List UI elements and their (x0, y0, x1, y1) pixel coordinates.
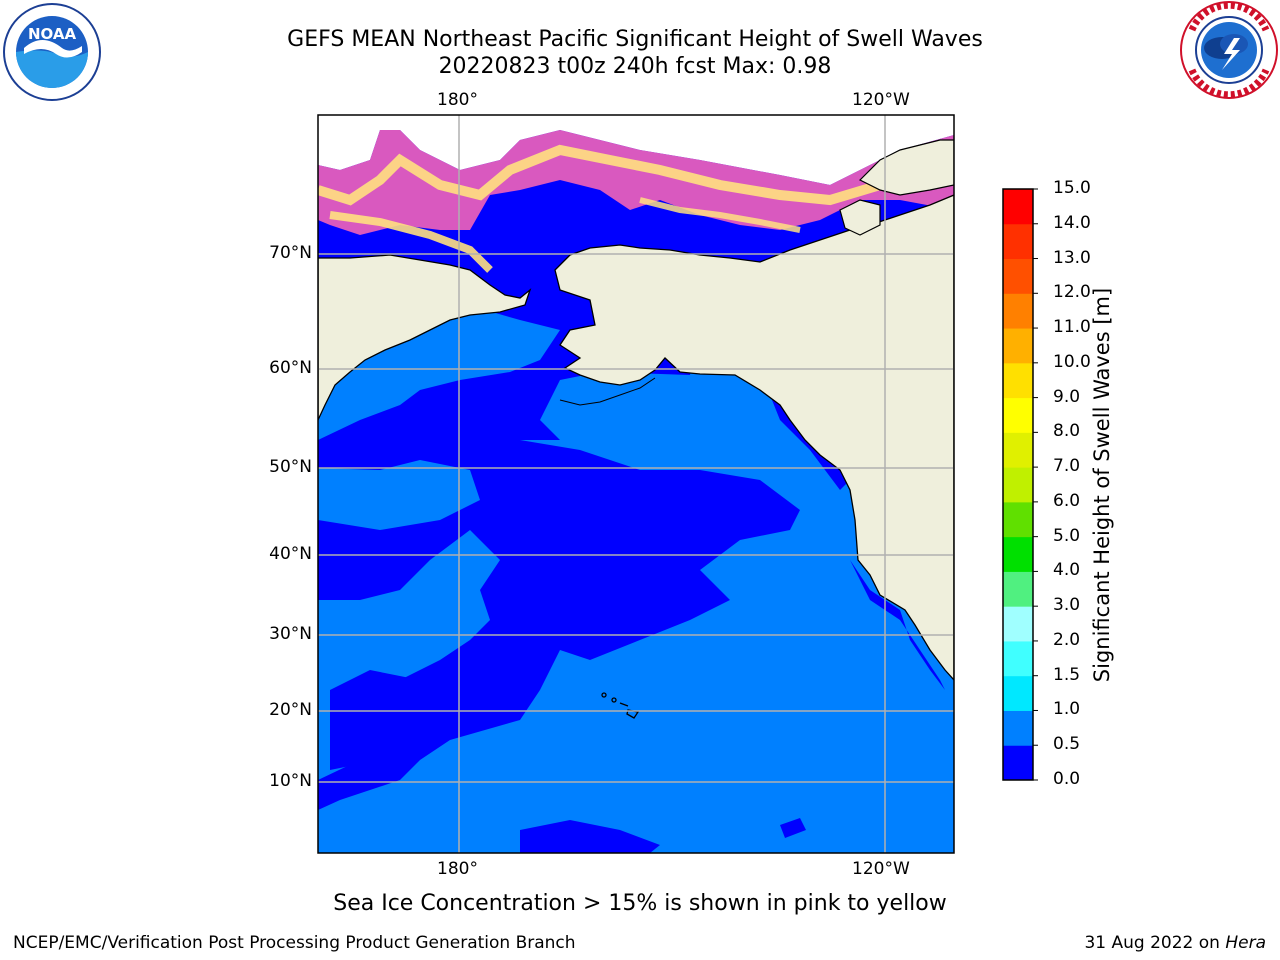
aleutian-islands (559, 377, 656, 406)
colorbar-tick-label: 0.0 (1053, 769, 1081, 789)
colorbar-segment (1003, 362, 1033, 399)
land-north-america (554, 194, 954, 681)
land-arctic-island (839, 199, 881, 236)
low-swell-patch (330, 670, 430, 770)
colorbar (1002, 188, 1038, 781)
lat-label-50n: 50°N (269, 457, 312, 477)
colorbar-segment (1003, 397, 1033, 433)
colorbar-tick-label: 2.0 (1053, 629, 1081, 650)
lat-label-10n: 10°N (269, 771, 312, 791)
colorbar-frame (1002, 188, 1034, 781)
nws-logo-icon (1180, 1, 1278, 99)
land-arctic-island (858, 139, 954, 196)
colorbar-tick-label: 12.0 (1053, 282, 1091, 303)
low-swell-patch (520, 820, 660, 853)
colorbar-segment (1003, 745, 1033, 781)
colorbar-segment (1003, 536, 1033, 572)
sea-ice-edge (329, 211, 493, 273)
colorbar-tick-label: 10.0 (1053, 351, 1091, 372)
colorbar-tick-label: 9.0 (1053, 386, 1081, 407)
chart-title: GEFS MEAN Northeast Pacific Significant … (287, 27, 983, 52)
colorbar-tick-label: 1.0 (1053, 699, 1081, 720)
colorbar-segment (1003, 571, 1033, 607)
noaa-logo-icon: NOAA (3, 3, 101, 101)
noaa-logo-text: NOAA (28, 25, 77, 43)
sea-ice-region (318, 115, 954, 185)
colorbar-segment (1003, 328, 1033, 364)
sea-ice-edge (318, 144, 954, 206)
colorbar-tick-label: 15.0 (1053, 178, 1091, 198)
colorbar-tick-label: 11.0 (1053, 317, 1091, 338)
colorbar-label: Significant Height of Swell Waves [m] (1090, 287, 1114, 683)
lat-label-70n: 70°N (269, 243, 312, 263)
sea-ice-band (318, 130, 954, 235)
colorbar-tick-label: 1.5 (1053, 664, 1081, 685)
colorbar-tick-label: 3.0 (1053, 595, 1081, 616)
colorbar-segment (1003, 675, 1033, 711)
colorbar-segment (1003, 606, 1033, 642)
footer-date: 31 Aug 2022 on Hera (1084, 933, 1266, 953)
colorbar-segment (1003, 467, 1033, 503)
lon-label-top-180: 180° (437, 90, 478, 110)
colorbar-segment (1003, 710, 1033, 746)
land-siberia (318, 254, 532, 421)
chart-subtitle: 20220823 t00z 240h fcst Max: 0.98 (438, 54, 832, 79)
low-swell-patch (780, 818, 806, 838)
lon-label-bottom-120w: 120°W (852, 859, 910, 879)
map-frame (317, 114, 955, 854)
colorbar-tick-label: 14.0 (1053, 212, 1091, 233)
footer-branch: NCEP/EMC/Verification Post Processing Pr… (13, 933, 576, 953)
colorbar-segment (1003, 189, 1033, 225)
lat-label-40n: 40°N (269, 544, 312, 564)
footer-date-text: 31 Aug 2022 on (1084, 933, 1226, 953)
sea-ice-edge (639, 197, 801, 233)
map-gridlines (318, 115, 954, 853)
sea-ice-note: Sea Ice Concentration > 15% is shown in … (333, 891, 947, 916)
colorbar-tick-label: 5.0 (1053, 525, 1081, 546)
colorbar-segment (1003, 501, 1033, 538)
colorbar-tick-label: 8.0 (1053, 421, 1081, 442)
footer-host: Hera (1225, 933, 1266, 953)
lat-label-20n: 20°N (269, 700, 312, 720)
colorbar-tick-label: 13.0 (1053, 247, 1091, 268)
colorbar-tick-label: 7.0 (1053, 456, 1081, 477)
lat-label-60n: 60°N (269, 358, 312, 378)
colorbar-segment (1003, 223, 1033, 260)
lat-label-30n: 30°N (269, 624, 312, 644)
colorbar-segment (1003, 258, 1033, 294)
colorbar-tick-label: 4.0 (1053, 560, 1081, 581)
colorbar-tick-label: 0.5 (1053, 734, 1081, 755)
colorbar-tick-label: 6.0 (1053, 490, 1081, 511)
colorbar-segment (1003, 640, 1033, 677)
low-swell-patch (850, 560, 945, 690)
lon-label-bottom-180: 180° (437, 859, 478, 879)
colorbar-segment (1003, 293, 1033, 329)
colorbar-segment (1003, 432, 1033, 468)
lon-label-top-120w: 120°W (852, 90, 910, 110)
